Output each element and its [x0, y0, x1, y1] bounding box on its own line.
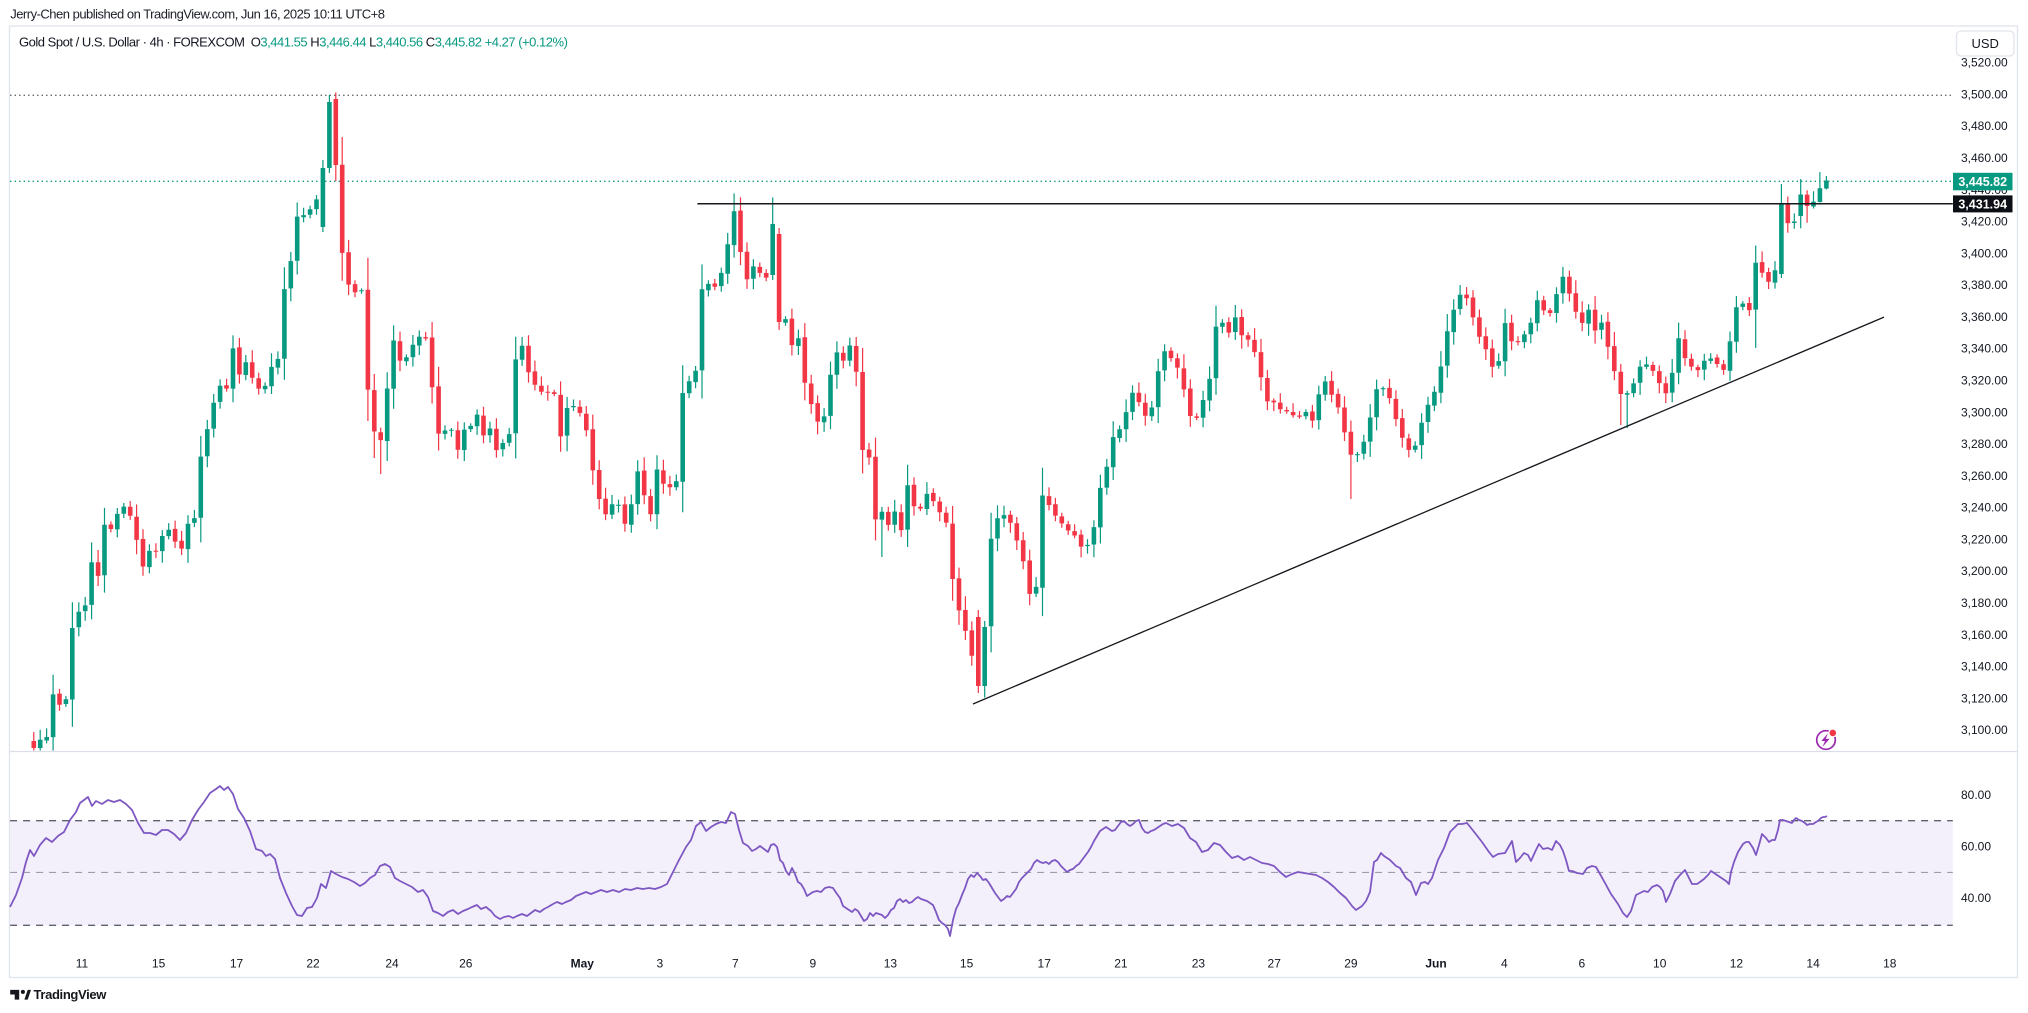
svg-text:13: 13: [884, 957, 898, 971]
svg-text:17: 17: [1038, 957, 1052, 971]
svg-text:3,180.00: 3,180.00: [1961, 596, 2008, 610]
svg-text:3,220.00: 3,220.00: [1961, 532, 2008, 546]
svg-text:3,445.82: 3,445.82: [1958, 175, 2007, 189]
svg-text:12: 12: [1730, 957, 1744, 971]
svg-text:3,360.00: 3,360.00: [1961, 310, 2008, 324]
svg-text:26: 26: [459, 957, 473, 971]
svg-text:3,500.00: 3,500.00: [1961, 87, 2008, 101]
svg-text:6: 6: [1578, 957, 1585, 971]
svg-text:3,100.00: 3,100.00: [1961, 723, 2008, 737]
svg-text:9: 9: [809, 957, 816, 971]
svg-text:22: 22: [306, 957, 320, 971]
svg-text:17: 17: [230, 957, 244, 971]
svg-text:18: 18: [1883, 957, 1897, 971]
svg-text:3,480.00: 3,480.00: [1961, 119, 2008, 133]
svg-text:3,520.00: 3,520.00: [1961, 56, 2008, 70]
svg-text:Gold Spot / U.S. Dollar · 4h ·: Gold Spot / U.S. Dollar · 4h · FOREXCOM …: [19, 35, 568, 50]
svg-text:Jun: Jun: [1425, 957, 1446, 971]
svg-text:3,260.00: 3,260.00: [1961, 469, 2008, 483]
svg-text:21: 21: [1114, 957, 1128, 971]
svg-text:3,200.00: 3,200.00: [1961, 564, 2008, 578]
svg-text:3: 3: [657, 957, 664, 971]
svg-text:23: 23: [1192, 957, 1206, 971]
svg-text:TradingView: TradingView: [34, 987, 108, 1002]
svg-text:7: 7: [732, 957, 739, 971]
svg-text:3,240.00: 3,240.00: [1961, 501, 2008, 515]
svg-text:80.00: 80.00: [1961, 788, 1991, 802]
svg-text:15: 15: [960, 957, 974, 971]
svg-text:27: 27: [1268, 957, 1282, 971]
svg-text:11: 11: [76, 957, 89, 971]
svg-text:3,460.00: 3,460.00: [1961, 151, 2008, 165]
svg-text:3,120.00: 3,120.00: [1961, 691, 2008, 705]
svg-text:3,340.00: 3,340.00: [1961, 342, 2008, 356]
svg-text:3,160.00: 3,160.00: [1961, 628, 2008, 642]
svg-text:3,300.00: 3,300.00: [1961, 405, 2008, 419]
svg-text:4: 4: [1501, 957, 1508, 971]
svg-text:3,320.00: 3,320.00: [1961, 374, 2008, 388]
svg-text:3,420.00: 3,420.00: [1961, 215, 2008, 229]
svg-text:24: 24: [385, 957, 399, 971]
svg-text:3,431.94: 3,431.94: [1958, 198, 2007, 212]
svg-text:Jerry-Chen published on Tradin: Jerry-Chen published on TradingView.com,…: [10, 6, 385, 21]
svg-text:40.00: 40.00: [1961, 891, 1991, 905]
svg-text:3,380.00: 3,380.00: [1961, 278, 2008, 292]
svg-text:USD: USD: [1971, 36, 1998, 51]
svg-text:60.00: 60.00: [1961, 840, 1991, 854]
svg-text:10: 10: [1653, 957, 1667, 971]
svg-text:May: May: [571, 957, 595, 971]
svg-text:3,140.00: 3,140.00: [1961, 660, 2008, 674]
svg-text:29: 29: [1344, 957, 1358, 971]
svg-text:3,280.00: 3,280.00: [1961, 437, 2008, 451]
svg-text:3,400.00: 3,400.00: [1961, 246, 2008, 260]
svg-text:15: 15: [152, 957, 166, 971]
svg-text:14: 14: [1806, 957, 1820, 971]
